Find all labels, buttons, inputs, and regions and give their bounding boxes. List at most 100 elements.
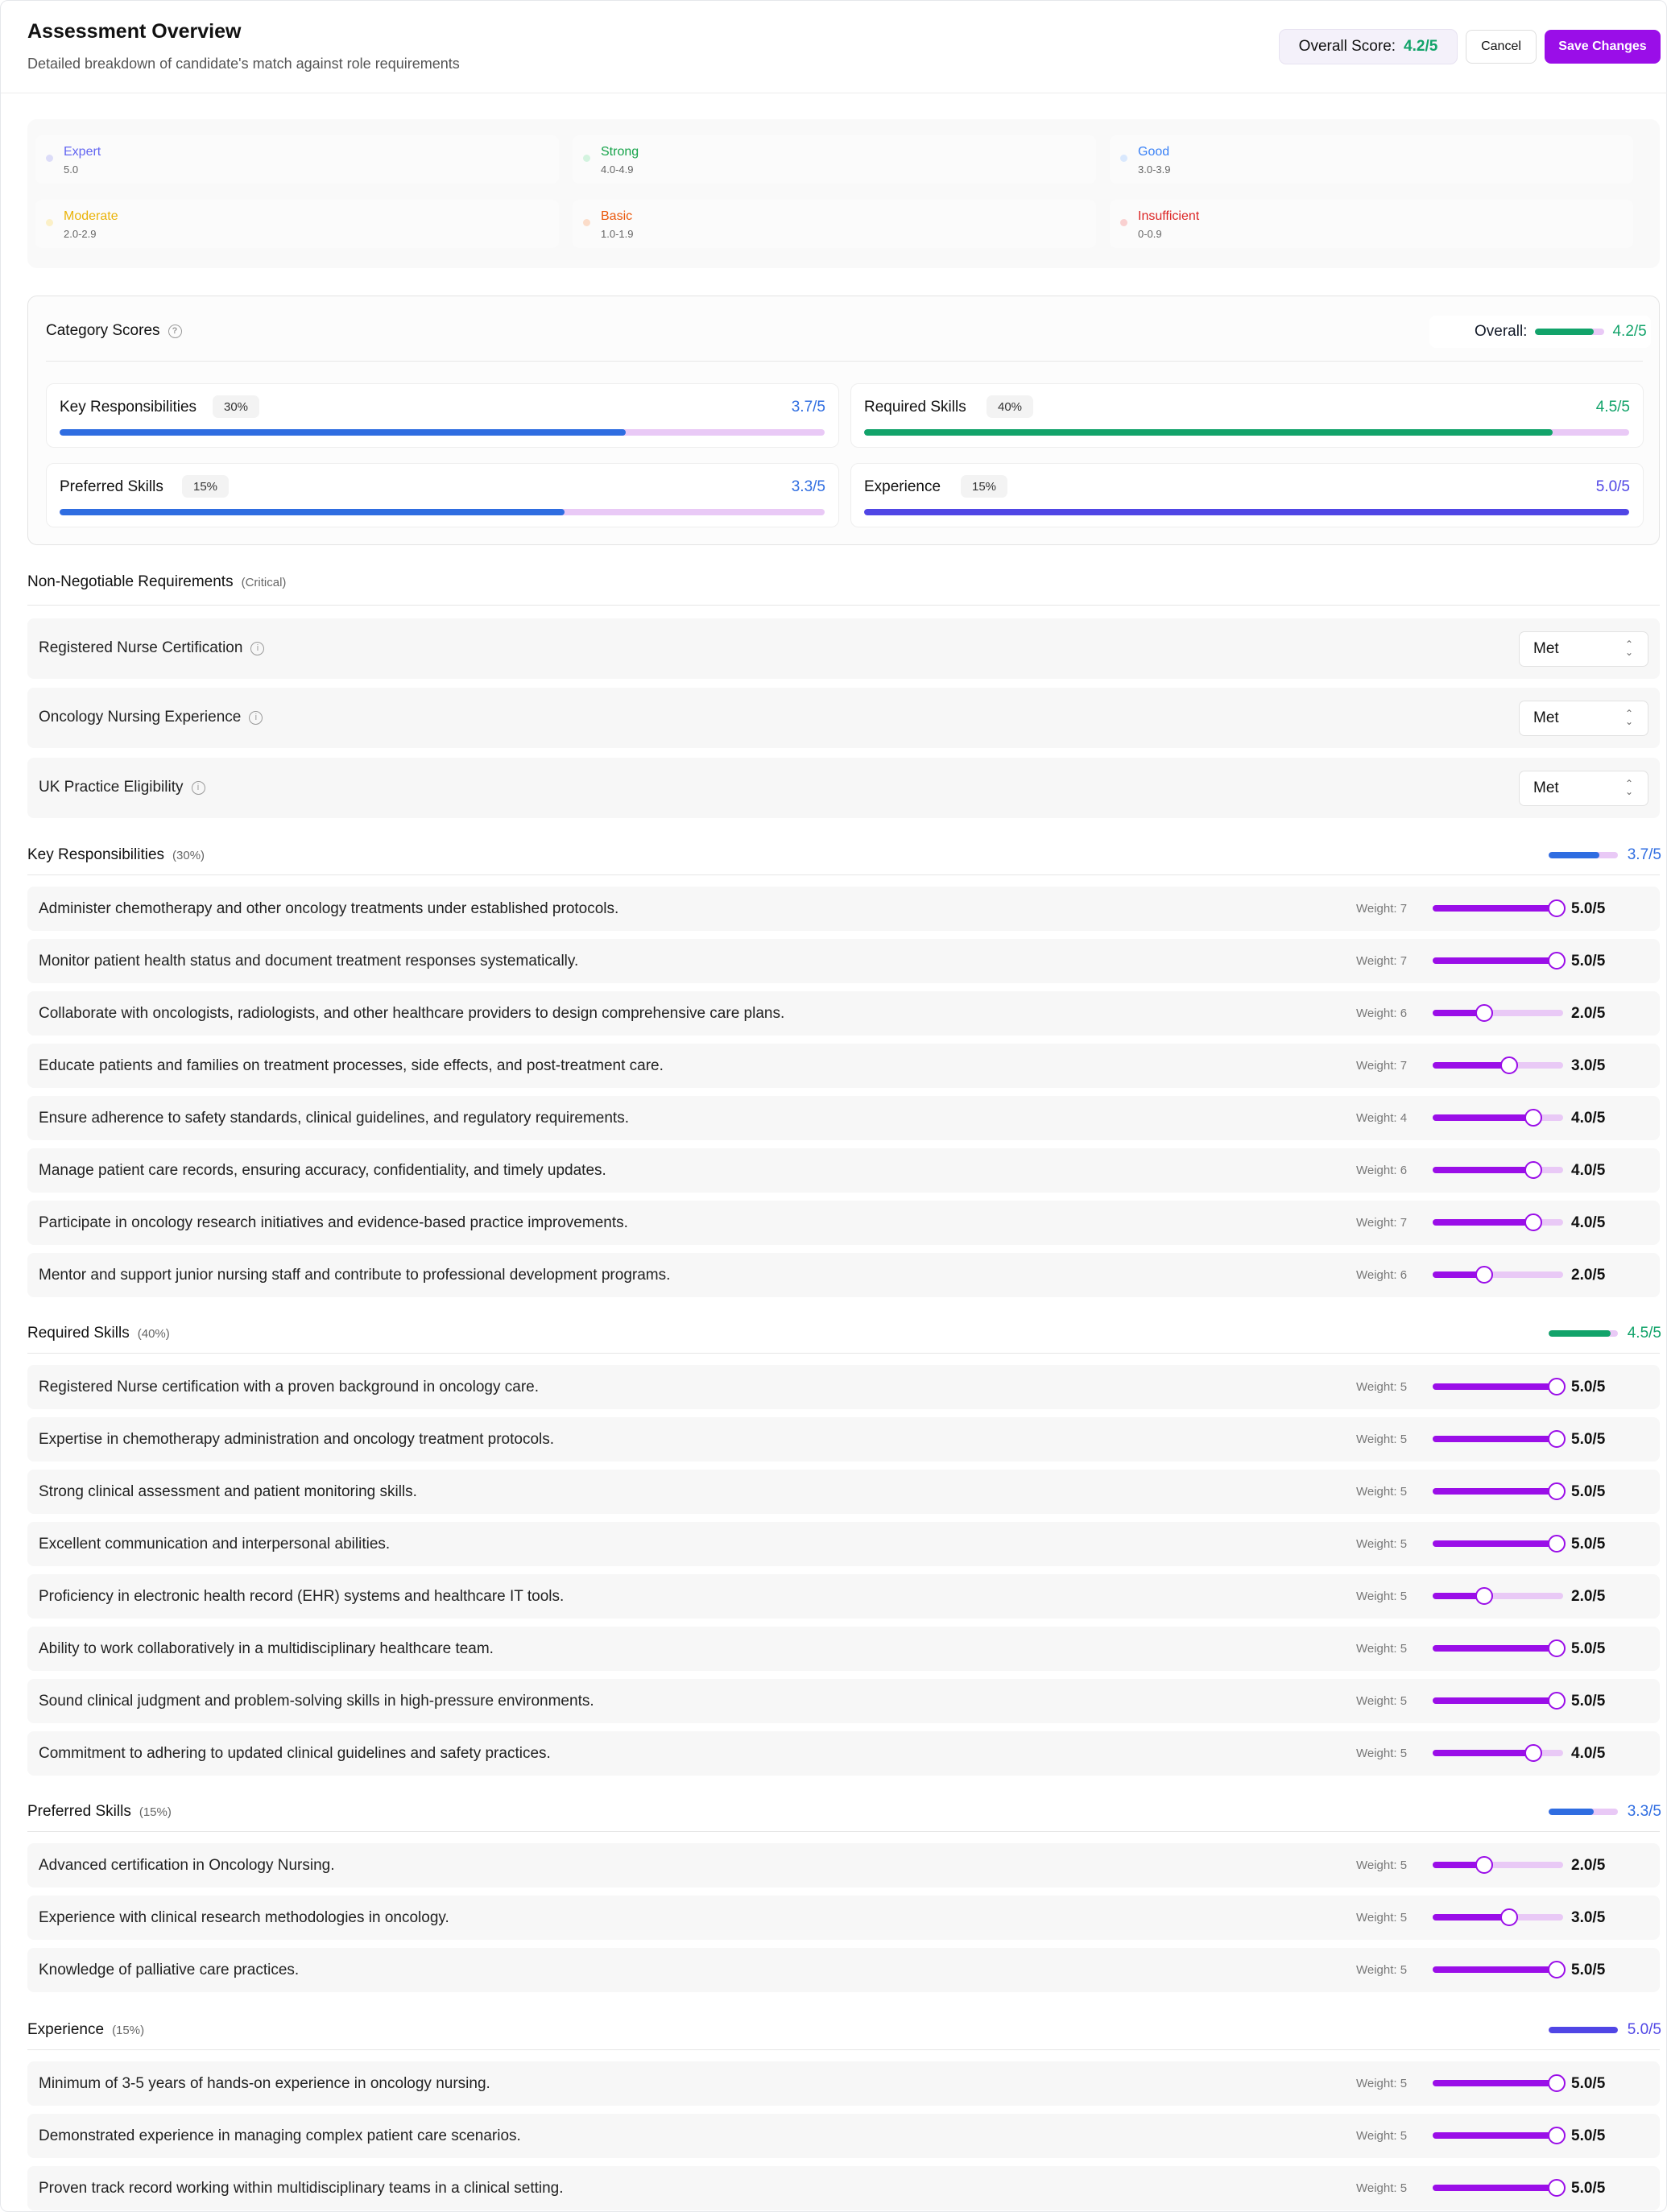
score-slider-thumb[interactable]: [1524, 1213, 1543, 1231]
score-slider[interactable]: [1433, 1535, 1566, 1553]
score-slider[interactable]: [1433, 1378, 1566, 1395]
score-slider[interactable]: [1433, 1213, 1563, 1231]
score-slider[interactable]: [1433, 1266, 1563, 1284]
criterion-score: 5.0/5: [1571, 1483, 1606, 1500]
score-slider-fill: [1433, 1593, 1485, 1599]
score-slider-fill: [1433, 1271, 1485, 1278]
section-heading: Required Skills (40%): [27, 1325, 170, 1342]
score-slider-fill: [1433, 1862, 1485, 1868]
section-score-fill: [1548, 2027, 1618, 2033]
criterion-score: 4.0/5: [1571, 1110, 1606, 1127]
score-slider[interactable]: [1433, 1004, 1563, 1022]
category-name: Experience: [864, 478, 941, 495]
section-score-fill: [1548, 1330, 1611, 1337]
page-subtitle: Detailed breakdown of candidate's match …: [27, 56, 460, 72]
score-slider-thumb[interactable]: [1547, 1482, 1566, 1500]
criterion-text: Excellent communication and interpersona…: [39, 1536, 391, 1553]
criterion-text: Educate patients and families on treatme…: [39, 1057, 664, 1074]
score-slider-thumb[interactable]: [1547, 1692, 1566, 1710]
score-slider-thumb[interactable]: [1524, 1744, 1543, 1762]
score-slider[interactable]: [1433, 1639, 1566, 1657]
requirement-row: Oncology Nursing Experience i Met ⌃ ⌄: [27, 688, 1660, 748]
criterion-text: Minimum of 3-5 years of hands-on experie…: [39, 2075, 490, 2092]
score-slider[interactable]: [1433, 952, 1566, 970]
score-slider[interactable]: [1433, 899, 1566, 917]
score-slider-thumb[interactable]: [1475, 1587, 1494, 1605]
help-icon[interactable]: ?: [168, 324, 182, 338]
score-slider-thumb[interactable]: [1547, 952, 1566, 970]
info-icon[interactable]: i: [191, 780, 205, 795]
requirement-status-select[interactable]: Met ⌃ ⌄: [1519, 631, 1648, 667]
score-slider[interactable]: [1433, 1109, 1563, 1127]
score-slider-thumb[interactable]: [1547, 1961, 1566, 1978]
overall-score-badge: Overall Score: 4.2/5: [1279, 29, 1458, 64]
score-slider-thumb[interactable]: [1547, 1378, 1566, 1395]
info-icon[interactable]: i: [250, 641, 265, 655]
score-slider-thumb[interactable]: [1547, 2074, 1566, 2092]
score-slider-thumb[interactable]: [1547, 1639, 1566, 1657]
criterion-score: 4.0/5: [1571, 1162, 1606, 1179]
score-slider[interactable]: [1433, 1056, 1563, 1074]
criterion-score: 4.0/5: [1571, 1745, 1606, 1762]
legend-name: Insufficient: [1138, 209, 1200, 223]
criterion-text: Manage patient care records, ensuring ac…: [39, 1162, 606, 1179]
save-changes-button[interactable]: Save Changes: [1545, 30, 1661, 64]
score-slider-thumb[interactable]: [1475, 1856, 1494, 1874]
section-score-value: 5.0/5: [1627, 2021, 1661, 2038]
score-slider-thumb[interactable]: [1524, 1109, 1543, 1127]
score-slider[interactable]: [1433, 1587, 1563, 1605]
category-weight-badge: 15%: [182, 475, 230, 498]
score-slider-thumb[interactable]: [1547, 2127, 1566, 2144]
score-slider[interactable]: [1433, 2179, 1566, 2197]
criterion-weight: Weight: 5: [1356, 2129, 1408, 2143]
score-slider[interactable]: [1433, 1692, 1566, 1710]
score-slider[interactable]: [1433, 1961, 1566, 1978]
divider: [27, 605, 1660, 606]
criterion-score: 5.0/5: [1571, 953, 1606, 970]
criterion-score: 5.0/5: [1571, 1536, 1606, 1553]
score-slider[interactable]: [1433, 1744, 1563, 1762]
score-slider-thumb[interactable]: [1475, 1004, 1494, 1022]
score-slider[interactable]: [1433, 2074, 1566, 2092]
score-slider-thumb[interactable]: [1499, 1908, 1518, 1926]
requirement-status-value: Met: [1533, 640, 1559, 657]
score-slider[interactable]: [1433, 1161, 1563, 1179]
info-icon[interactable]: i: [249, 710, 263, 725]
score-slider[interactable]: [1433, 1482, 1566, 1500]
requirement-label: Registered Nurse Certification i: [39, 639, 265, 657]
score-slider[interactable]: [1433, 1856, 1563, 1874]
category-progress-fill: [60, 509, 565, 515]
requirement-status-select[interactable]: Met ⌃ ⌄: [1519, 771, 1648, 806]
score-slider-thumb[interactable]: [1547, 1535, 1566, 1553]
requirement-text: UK Practice Eligibility: [39, 779, 184, 796]
section-subtitle: (15%): [139, 1805, 172, 1819]
score-slider[interactable]: [1433, 1908, 1563, 1926]
score-slider-thumb[interactable]: [1547, 2179, 1566, 2197]
legend-range: 5.0: [64, 163, 79, 176]
criterion-weight: Weight: 5: [1356, 2181, 1408, 2195]
criterion-score: 2.0/5: [1571, 1267, 1606, 1284]
score-slider-thumb[interactable]: [1524, 1161, 1543, 1179]
category-card: Key Responsibilities 30% 3.7/5: [46, 383, 839, 448]
score-slider[interactable]: [1433, 2127, 1566, 2144]
criterion-row: Participate in oncology research initiat…: [27, 1201, 1660, 1245]
criterion-weight: Weight: 5: [1356, 1858, 1408, 1872]
section-title: Required Skills: [27, 1325, 130, 1342]
criterion-weight: Weight: 5: [1356, 1963, 1408, 1977]
criterion-weight: Weight: 7: [1356, 954, 1408, 968]
score-slider-thumb[interactable]: [1547, 899, 1566, 917]
score-slider-thumb[interactable]: [1475, 1266, 1494, 1284]
score-slider-thumb[interactable]: [1499, 1056, 1518, 1074]
requirement-status-select[interactable]: Met ⌃ ⌄: [1519, 701, 1648, 736]
category-score: 3.7/5: [791, 399, 825, 416]
divider: [27, 2049, 1660, 2050]
section-heading: Key Responsibilities (30%): [27, 846, 205, 864]
score-slider[interactable]: [1433, 1430, 1566, 1448]
cancel-button[interactable]: Cancel: [1466, 30, 1537, 64]
criterion-row: Minimum of 3-5 years of hands-on experie…: [27, 2061, 1660, 2106]
criterion-score: 5.0/5: [1571, 1379, 1606, 1395]
score-slider-thumb[interactable]: [1547, 1430, 1566, 1448]
requirement-status-value: Met: [1533, 779, 1559, 796]
requirement-label: UK Practice Eligibility i: [39, 779, 205, 796]
category-progress-bar: [60, 429, 825, 436]
